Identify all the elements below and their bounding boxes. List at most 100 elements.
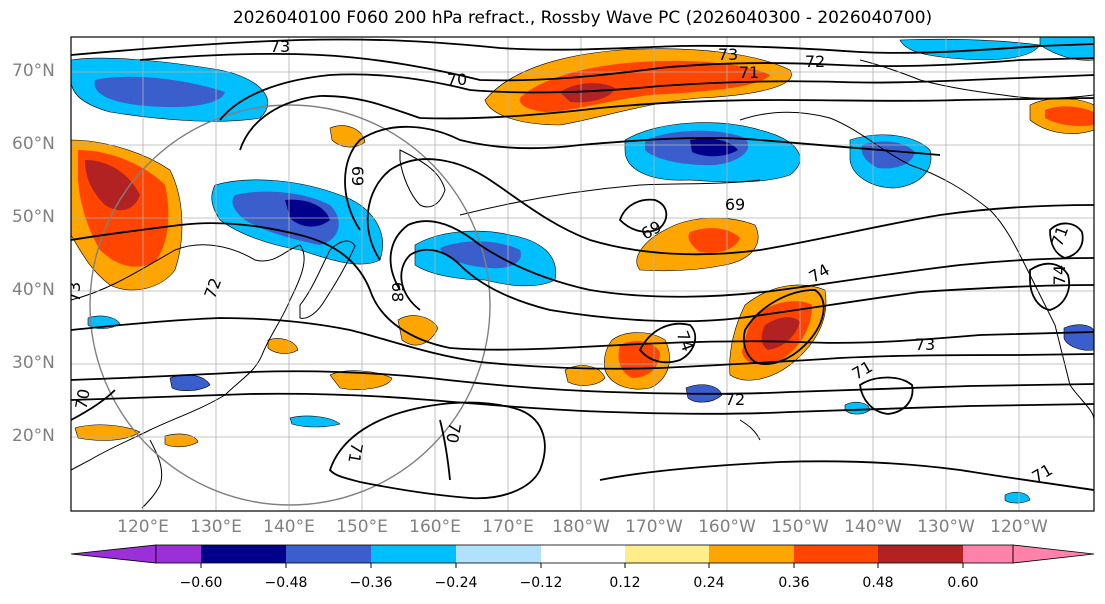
refractive-index-contours: [71, 38, 1094, 500]
colorbar-label: 0.36: [778, 575, 810, 591]
lat-label: 20°N: [12, 426, 55, 446]
coastline-hawaii: [739, 419, 761, 441]
colorbar-label: 0.48: [862, 575, 894, 591]
contour-line: [71, 370, 1094, 395]
coastline-asia: [71, 244, 305, 471]
contour-label: 70: [71, 387, 93, 410]
contour-label: 74: [1050, 265, 1069, 285]
lon-label: 120°E: [117, 517, 169, 537]
lon-label: 170°W: [625, 517, 683, 537]
coastline-aleutians: [459, 179, 761, 216]
contour-line: [366, 158, 1094, 261]
lon-label: 140°E: [263, 517, 315, 537]
colorbar-label: −0.24: [434, 575, 478, 591]
colorbar-segment: [456, 545, 541, 563]
lon-label: 180°W: [552, 517, 610, 537]
colorbar-label: 0.24: [693, 575, 725, 591]
contour-label: 70: [442, 421, 464, 444]
contour-label: 70: [447, 70, 467, 89]
contour-line: [1029, 262, 1070, 311]
lon-label: 130°E: [190, 517, 242, 537]
lon-label: 130°W: [917, 517, 975, 537]
contour-line: [859, 376, 914, 415]
contour-label: 72: [725, 390, 745, 409]
colorbar-segment: [794, 545, 878, 563]
lat-label: 50°N: [12, 207, 55, 227]
colorbar-segment: [286, 545, 371, 563]
colorbar-label: −0.48: [264, 575, 308, 591]
contour-line: [328, 401, 546, 500]
contour-label: 73: [718, 45, 738, 64]
colorbar-label: −0.60: [179, 575, 223, 591]
coastline-kamchatka: [399, 149, 446, 208]
contour-line: [71, 38, 1094, 56]
colorbar-frame: [155, 544, 1014, 564]
anomaly-region-negative: [289, 415, 341, 428]
contour-line: [599, 460, 1094, 491]
contour-label: 71: [739, 63, 759, 82]
colorbar-segment: [371, 545, 456, 563]
contour-line: [71, 392, 1094, 415]
contour-label: 71: [344, 441, 366, 464]
contour-line: [1049, 222, 1084, 259]
colorbar-label: 0.60: [947, 575, 979, 591]
contour-line: [71, 317, 1094, 370]
lon-label: 170°E: [482, 517, 534, 537]
anomaly-region-negative: [1004, 491, 1031, 504]
contour-line: [389, 220, 1094, 298]
colorbar-segment: [963, 545, 1013, 563]
anomaly-region-negative-core: [440, 241, 521, 269]
contour-line: [71, 222, 1094, 351]
contour-label: 69: [348, 166, 367, 186]
colorbar-segment: [541, 545, 625, 563]
contour-line: [344, 125, 941, 231]
colorbar-segment: [878, 545, 963, 563]
anomaly-region-positive: [329, 370, 393, 390]
anomaly-region-positive: [564, 365, 606, 386]
colorbar-extend-low: [70, 544, 157, 564]
lon-label: 150°W: [771, 517, 829, 537]
colorbar: [70, 544, 1095, 568]
anomaly-region-negative-peak: [285, 199, 330, 227]
reference-circle: [89, 104, 491, 506]
anomaly-region-positive: [397, 315, 439, 346]
contour-label: 73: [65, 282, 84, 302]
lon-label: 160°W: [698, 517, 756, 537]
colorbar-label: 0.12: [609, 575, 641, 591]
contour-label: 73: [270, 37, 290, 56]
lon-label: 140°W: [844, 517, 902, 537]
anomaly-region-negative: [899, 38, 1041, 61]
lat-label: 40°N: [12, 280, 55, 300]
lat-label: 60°N: [12, 134, 55, 154]
anomaly-region-negative-core: [94, 76, 225, 108]
colorbar-segment: [709, 545, 794, 563]
lat-label: 70°N: [12, 61, 55, 81]
contour-line: [742, 289, 825, 365]
colorbar-ticks: [200, 563, 964, 568]
anomaly-region-positive: [267, 338, 299, 354]
map-frame: [70, 36, 1095, 512]
contour-label: 73: [915, 335, 935, 354]
contour-line: [139, 52, 1094, 82]
contour-line: [219, 73, 1094, 121]
colorbar-extend-high: [1012, 544, 1095, 564]
contour-label: 72: [805, 52, 825, 71]
colorbar-label: −0.36: [349, 575, 393, 591]
anomaly-region-positive: [329, 125, 366, 148]
contour-line: [638, 322, 697, 364]
contour-line: [618, 198, 668, 233]
lon-label: 160°E: [409, 517, 461, 537]
coastline-alaska: [739, 111, 1026, 266]
contour-line: [439, 419, 451, 481]
contour-label: 69: [725, 195, 745, 214]
lat-label: 30°N: [12, 353, 55, 373]
colorbar-segment: [201, 545, 286, 563]
anomaly-region-positive-peak: [560, 83, 615, 103]
coastline-japan: [299, 240, 356, 319]
colorbar-label: −0.12: [519, 575, 563, 591]
anomaly-region-negative-core: [861, 141, 915, 169]
colorbar-segment: [625, 545, 709, 563]
anomaly-region-positive-core: [1045, 106, 1094, 127]
contour-line: [400, 248, 1094, 323]
